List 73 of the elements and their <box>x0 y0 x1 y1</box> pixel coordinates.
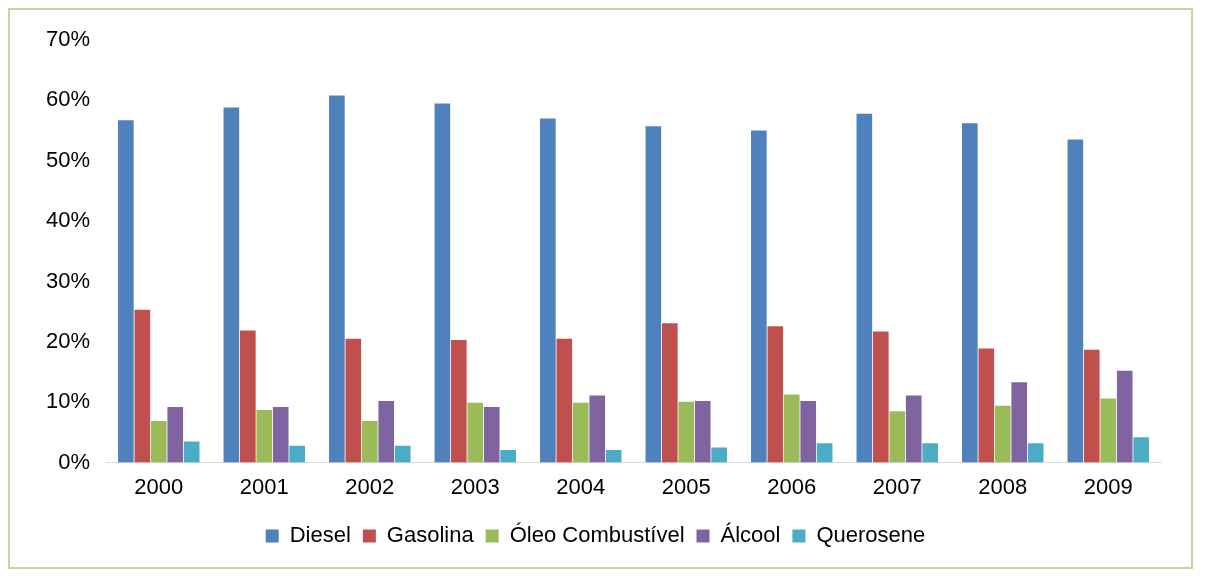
bar <box>962 123 978 463</box>
y-tick-label: 30% <box>45 267 91 293</box>
bar <box>856 113 873 463</box>
bar <box>1067 139 1084 463</box>
y-tick-label: 10% <box>45 388 91 414</box>
bar <box>767 326 784 463</box>
legend-label: Gasolina <box>386 522 475 548</box>
bar <box>994 405 1011 463</box>
bar <box>540 118 556 463</box>
bar <box>1011 382 1028 463</box>
bar <box>1133 437 1149 463</box>
bar <box>1116 370 1133 463</box>
bar <box>556 338 573 463</box>
bar <box>872 331 889 463</box>
x-tick-label: 2007 <box>872 473 922 499</box>
x-tick-label: 2000 <box>134 473 184 499</box>
bar <box>240 330 256 463</box>
bar <box>223 107 240 463</box>
bar <box>329 95 345 463</box>
legend-label: Óleo Combustível <box>509 522 685 548</box>
bar <box>134 309 151 463</box>
bar <box>451 340 467 463</box>
bar <box>118 120 134 463</box>
bar <box>1083 349 1100 463</box>
bar <box>605 449 622 463</box>
x-tick-label: 2002 <box>345 473 395 499</box>
bar <box>183 441 200 463</box>
bar <box>378 401 395 463</box>
bar <box>905 395 922 463</box>
bar <box>289 445 306 463</box>
bar <box>694 401 711 463</box>
bar <box>800 401 817 463</box>
y-tick-label: 50% <box>45 146 91 172</box>
x-tick-label: 2008 <box>978 473 1028 499</box>
y-tick-label: 40% <box>45 207 91 233</box>
y-tick-label: 0% <box>58 448 91 474</box>
bar <box>661 323 678 463</box>
bar <box>483 407 500 463</box>
x-tick-label: 2001 <box>239 473 289 499</box>
bar <box>889 411 906 463</box>
bar <box>1027 443 1044 463</box>
bar <box>1100 398 1117 463</box>
bar <box>816 443 833 463</box>
bar <box>572 402 589 463</box>
x-tick-label: 2006 <box>767 473 817 499</box>
bar <box>500 449 516 463</box>
bar <box>150 420 167 463</box>
bar <box>783 394 800 463</box>
x-tick-label: 2009 <box>1083 473 1133 499</box>
bar <box>922 443 938 463</box>
bar <box>711 447 727 463</box>
bar <box>978 348 995 463</box>
y-tick-label: 60% <box>45 86 91 112</box>
x-tick-label: 2003 <box>450 473 500 499</box>
bar <box>345 338 362 463</box>
bar <box>361 420 378 463</box>
x-tick-label: 2005 <box>661 473 711 499</box>
bar <box>167 407 184 463</box>
legend-label: Querosene <box>816 522 926 548</box>
bar <box>467 402 484 463</box>
legend-label: Diesel <box>289 522 351 548</box>
bar <box>272 407 289 463</box>
y-tick-label: 20% <box>45 327 91 353</box>
bar <box>645 126 662 463</box>
bar <box>678 401 695 463</box>
legend-label: Álcool <box>720 522 781 548</box>
bar <box>256 410 273 463</box>
bar <box>434 103 451 463</box>
x-tick-label: 2004 <box>556 473 606 499</box>
bar <box>751 130 767 463</box>
y-tick-label: 70% <box>45 26 91 52</box>
bar <box>394 445 411 463</box>
bar <box>589 395 606 463</box>
